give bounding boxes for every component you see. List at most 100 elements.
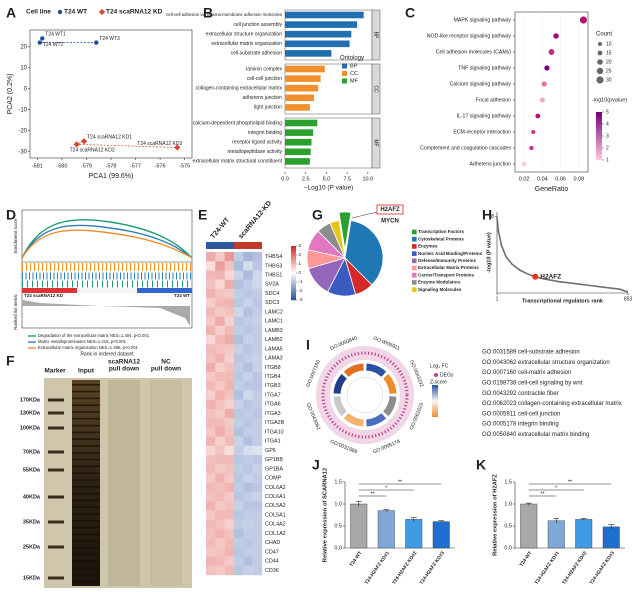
term-id: GO:0043062 (482, 360, 517, 366)
heatmap-cell (234, 556, 244, 566)
gel-band (72, 574, 100, 576)
pie-slice (344, 220, 384, 286)
heatmap-cell (252, 353, 263, 363)
x-tick-label: 0.08 (574, 176, 585, 182)
marker-label: 15KDa (23, 575, 41, 581)
heatmap-cell (215, 353, 225, 363)
heatmap-cell (224, 261, 235, 271)
bar (285, 21, 358, 28)
heatmap-cell (224, 408, 235, 419)
heatmap-cell (243, 436, 253, 446)
term-id: GO:0043292 (482, 391, 517, 397)
x-tick-label: -577 (130, 163, 141, 169)
category-label: Cell adhesion molecules (CAMs) (436, 49, 512, 55)
color-legend-step (291, 264, 296, 267)
heatmap-cell (206, 381, 216, 391)
row-label: LAMC2 (265, 309, 283, 315)
heatmap-cell (234, 288, 244, 299)
color-legend-label: 3 (299, 243, 302, 248)
row-label: ITGB8 (265, 365, 281, 371)
heatmap-cell (252, 362, 263, 373)
heatmap-cell (224, 427, 235, 437)
gel-band (72, 520, 100, 522)
row-label: THBS3 (265, 263, 282, 269)
term-name: extracellular matrix binding (518, 432, 589, 438)
term-name: cell-matrix adhesion (518, 370, 571, 376)
heatmap-cell (252, 252, 263, 262)
heatmap-cell (215, 519, 225, 530)
legend-label: Degradation of the extracellular matrix … (38, 333, 150, 338)
row-label: COMP (265, 476, 282, 482)
heatmap-cell (243, 501, 253, 511)
color-legend-label: 5 (606, 109, 609, 115)
heatmap-cell (234, 482, 244, 493)
heatmap-cell (224, 455, 235, 465)
x-axis-label: −Log10 (P value) (304, 185, 354, 192)
x-tick-label: -580 (56, 163, 67, 169)
category-label: extracellular matrix organization (211, 41, 282, 47)
color-legend-step (291, 246, 296, 249)
row-label: COL1A2 (265, 531, 286, 537)
y-tick-label: -30 (18, 149, 27, 155)
heatmap-cell (206, 547, 216, 557)
y-tick-label: 1.0 (334, 501, 342, 507)
x-tick-label: 0.02 (519, 176, 530, 182)
heatmap-cell (224, 325, 235, 336)
color-legend-step (291, 280, 296, 283)
heatmap-cell (243, 344, 253, 354)
row-label: CD47 (265, 549, 279, 555)
legend-label: Defense/Immunity Proteins (418, 258, 477, 263)
heatmap-cell (224, 279, 235, 290)
row-label: ITGB4 (265, 374, 281, 380)
row-label: CD44 (265, 559, 279, 565)
significance-label: ** (398, 479, 403, 485)
y-tick-label: 0.5 (334, 523, 342, 529)
row-label: GP6 (265, 448, 276, 454)
heatmap-cell (252, 298, 263, 308)
heatmap-cell (252, 335, 263, 345)
bar (285, 30, 352, 38)
gel-band (72, 397, 100, 400)
heatmap-cell (252, 455, 263, 465)
color-legend-label: 1 (606, 157, 609, 163)
legend-swatch (412, 229, 417, 235)
color-legend-step (596, 128, 602, 132)
series-line (496, 216, 629, 293)
x-tick-label: -575 (179, 163, 190, 169)
heatmap-cell (234, 381, 244, 391)
x-tick-label: 0.0 (281, 176, 289, 182)
marker-label: 70KDa (23, 449, 41, 455)
gel-band (72, 492, 100, 495)
heatmap-cell (252, 427, 263, 437)
color-legend-step (291, 286, 296, 289)
legend-swatch (412, 272, 417, 278)
significance-label: ** (568, 479, 573, 485)
heatmap-cell (215, 279, 225, 290)
heatmap-cell (224, 316, 235, 327)
x-tick-label: 7.5 (343, 176, 351, 182)
row-label: ITGB3 (265, 383, 281, 389)
heatmap-cell (234, 316, 244, 327)
marker-label: 130KDa (20, 410, 41, 416)
heatmap-cell (215, 270, 225, 280)
heatmap-cell (206, 335, 216, 345)
category-label: extracellular structure organization (206, 32, 283, 38)
heatmap-cell (215, 418, 225, 428)
heatmap-cell (243, 408, 253, 419)
x-tick-label: -579 (81, 163, 92, 169)
heatmap-cell (252, 418, 263, 428)
color-legend-step (596, 138, 602, 141)
gel-band (72, 390, 100, 393)
bar (285, 148, 311, 156)
gel-band (72, 479, 100, 481)
category-label: calcium-dependent phospholipid binding (193, 120, 282, 126)
heatmap-cell (234, 344, 244, 354)
bar (285, 94, 314, 102)
row-label: LAMC1 (265, 319, 283, 325)
gel-band (72, 547, 100, 549)
heatmap-cell (234, 491, 244, 502)
color-legend-step (596, 124, 602, 127)
heatmap-cell (234, 270, 244, 280)
heatmap-cell (252, 556, 263, 566)
annotation-leader (351, 211, 378, 219)
